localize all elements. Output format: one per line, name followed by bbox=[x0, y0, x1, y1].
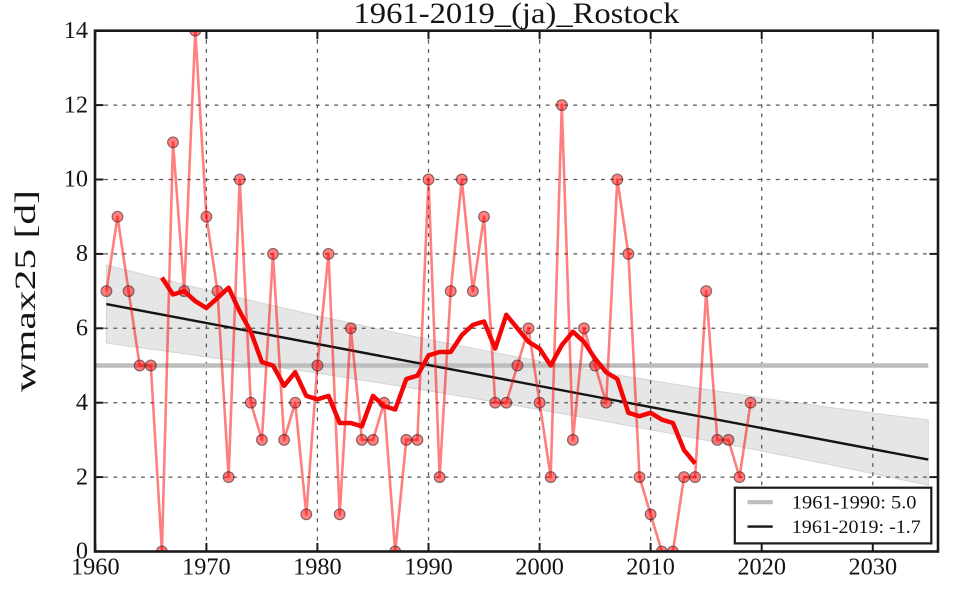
svg-text:2010: 2010 bbox=[626, 554, 675, 581]
svg-text:1980: 1980 bbox=[293, 554, 342, 581]
svg-text:1961-2019_(ja)_Rostock: 1961-2019_(ja)_Rostock bbox=[354, 0, 680, 30]
svg-text:1990: 1990 bbox=[404, 554, 453, 581]
svg-text:0: 0 bbox=[76, 538, 88, 565]
svg-text:8: 8 bbox=[76, 240, 88, 267]
svg-text:2020: 2020 bbox=[737, 554, 786, 581]
svg-text:1961-2019: -1.7: 1961-2019: -1.7 bbox=[792, 517, 921, 538]
svg-text:12: 12 bbox=[64, 91, 88, 118]
svg-text:10: 10 bbox=[64, 166, 88, 193]
svg-text:1970: 1970 bbox=[182, 554, 231, 581]
svg-text:2030: 2030 bbox=[849, 554, 898, 581]
svg-text:6: 6 bbox=[76, 315, 88, 342]
svg-text:4: 4 bbox=[76, 389, 88, 416]
svg-text:1960: 1960 bbox=[71, 554, 120, 581]
svg-text:2000: 2000 bbox=[515, 554, 564, 581]
svg-text:14: 14 bbox=[64, 17, 88, 44]
svg-text:2: 2 bbox=[76, 463, 88, 490]
svg-text:1961-1990: 5.0: 1961-1990: 5.0 bbox=[792, 493, 917, 514]
svg-text:wmax25 [d]: wmax25 [d] bbox=[9, 190, 42, 392]
